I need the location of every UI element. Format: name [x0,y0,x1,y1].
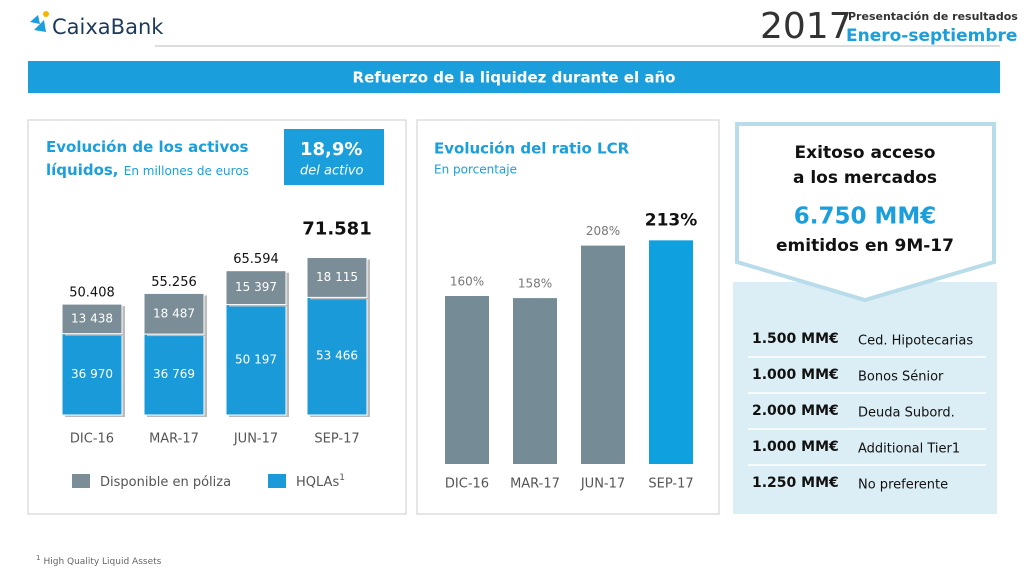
segment-label: 36 769 [153,367,195,381]
issue-amount: 1.000 MM€ [752,367,839,383]
issue-instrument: Additional Tier1 [858,442,960,457]
issue-amount: 1.250 MM€ [752,475,839,491]
total-label: 50.408 [69,286,115,301]
x-tick-label: JUN-17 [580,477,625,492]
x-tick-label: DIC-16 [445,477,489,492]
value-label: 213% [645,210,698,230]
bar-segment [306,257,368,298]
bar [445,296,489,464]
badge-value: 18,9% [300,139,362,160]
callout-headline: Exitoso acceso [795,143,936,163]
segment-label: 53 466 [316,349,358,363]
issue-instrument: Ced. Hipotecarias [858,334,973,349]
chart-subtitle: En porcentaje [434,163,517,177]
callout [735,122,996,303]
segment-label: 50 197 [235,352,277,366]
bar [581,245,625,464]
value-label: 158% [518,277,552,291]
segment-label: 18 487 [153,306,195,320]
issue-instrument: No preferente [858,478,948,493]
footnote-mark: 1 [36,554,40,562]
legend-label: Disponible en póliza [100,475,231,490]
header-event: Presentación de resultados [848,10,1018,23]
x-tick-label: DIC-16 [70,432,114,447]
panel [416,119,720,515]
segment-label: 18 115 [316,270,358,284]
logo-dot [43,11,49,17]
logo-text: CaixaBank [52,15,164,39]
legend-label: HQLAs1 [296,473,345,490]
footnote: 1 High Quality Liquid Assets [36,554,162,567]
legend-swatch [268,474,286,488]
footnote-text: High Quality Liquid Assets [43,557,161,567]
badge-caption: del activo [300,164,364,179]
callout-caption: emitidos en 9M-17 [776,236,954,256]
legend-name: Disponible en póliza [100,475,231,490]
total-label: 55.256 [151,275,197,290]
header-period: Enero-septiembre [846,26,1017,46]
issue-amount: 1.000 MM€ [752,439,839,455]
panel [27,119,407,515]
banner [28,61,1000,93]
callout-headline: a los mercados [793,168,937,188]
x-tick-label: SEP-17 [648,477,693,492]
x-tick-label: JUN-17 [233,432,278,447]
bar-segment [225,270,287,306]
x-tick-label: SEP-17 [314,432,359,447]
chart-title-block: Evolución de los activos líquidos, En mi… [46,136,266,183]
bar-segment [143,292,205,335]
bar-segment [61,333,123,416]
issues-panel [733,282,997,514]
issue-amount: 2.000 MM€ [752,403,839,419]
bar-segment [61,303,123,335]
issue-instrument: Bonos Sénior [858,370,944,385]
total-label: 65.594 [233,252,279,267]
bar-segment [225,304,287,416]
legend-footnote: 1 [339,473,345,483]
value-label: 160% [450,275,484,289]
segment-label: 36 970 [71,367,113,381]
x-tick-label: MAR-17 [149,432,199,447]
segment-label: 15 397 [235,280,277,294]
legend-name: HQLAs [296,475,339,490]
header-year: 2017 [760,6,852,47]
chart-title: Evolución del ratio LCR [434,140,630,158]
legend-swatch [72,474,90,488]
segment-label: 13 438 [71,311,113,325]
x-tick-label: MAR-17 [510,477,560,492]
issue-amount: 1.500 MM€ [752,331,839,347]
bar [513,298,557,464]
bar [649,240,693,464]
value-label: 208% [586,224,620,238]
banner-text: Refuerzo de la liquidez durante el año [353,69,676,87]
bar-segment [143,333,205,416]
chart-title: Evolución de los activos líquidos, [46,138,249,179]
badge [284,129,384,185]
chart-subtitle: En millones de euros [123,164,249,178]
total-label: 71.581 [302,219,371,240]
callout-amount: 6.750 MM€ [794,204,937,230]
bar-segment [306,296,368,416]
logo-mark [30,15,46,32]
issue-instrument: Deuda Subord. [858,406,955,421]
